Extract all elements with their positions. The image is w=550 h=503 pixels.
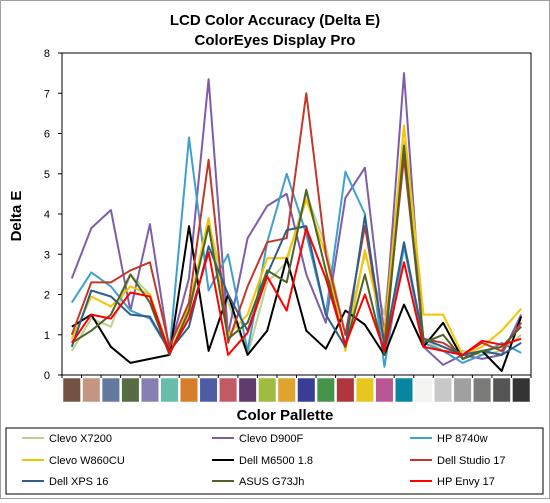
color-swatch — [375, 377, 394, 403]
legend: Clevo X7200 Clevo D900F HP 8740w Clevo W860… — [5, 427, 544, 495]
color-swatch — [82, 377, 101, 403]
color-swatch — [180, 377, 199, 403]
series-line — [70, 72, 523, 366]
series-line — [71, 144, 522, 360]
y-tick-label: 4 — [44, 209, 50, 221]
color-swatch — [316, 377, 335, 403]
color-swatch — [394, 377, 414, 403]
series-line — [70, 140, 522, 356]
color-swatch — [336, 377, 355, 403]
color-swatch — [355, 377, 374, 403]
color-swatch — [453, 377, 472, 403]
color-swatch — [101, 377, 120, 403]
legend-label: ASUS G73Jh — [239, 476, 304, 488]
y-tick-label: 3 — [44, 249, 50, 261]
y-tick-label: 1 — [44, 330, 50, 342]
color-swatch — [297, 377, 316, 403]
legend-label: Clevo D900F — [239, 433, 303, 445]
chart-title: LCD Color Accuracy (Delta E) — [170, 12, 380, 29]
color-swatch — [121, 377, 140, 403]
y-axis-title: Delta E — [8, 191, 25, 242]
series-line — [71, 225, 523, 372]
color-swatch — [140, 377, 159, 403]
color-swatch — [62, 377, 81, 403]
color-swatch — [434, 377, 453, 403]
color-swatch — [160, 377, 179, 403]
series-line — [70, 215, 522, 356]
legend-label: Dell XPS 16 — [49, 476, 108, 488]
y-tick-label: 2 — [44, 290, 50, 302]
color-swatch — [258, 377, 277, 403]
legend-label: Dell Studio 17 — [437, 455, 506, 467]
y-tick-label: 5 — [44, 169, 50, 181]
legend-label: Clevo W860CU — [49, 455, 125, 467]
y-tick-label: 8 — [44, 48, 50, 60]
color-swatch — [492, 377, 511, 403]
legend-label: Dell M6500 1.8 — [239, 455, 313, 467]
color-swatch — [199, 377, 218, 403]
color-swatch — [512, 377, 531, 403]
color-swatch — [238, 377, 257, 403]
series-line — [70, 227, 522, 356]
legend-box — [5, 427, 544, 495]
legend-label: Clevo X7200 — [49, 433, 112, 445]
color-swatch — [219, 377, 238, 403]
color-swatch — [277, 377, 296, 403]
color-swatch — [473, 377, 492, 403]
y-tick-label: 0 — [44, 370, 50, 382]
x-axis-title: Color Pallette — [237, 407, 334, 424]
legend-label: HP 8740w — [437, 433, 488, 445]
legend-label: HP Envy 17 — [437, 476, 495, 488]
chart-subtitle: ColorEyes Display Pro — [195, 32, 356, 49]
color-swatch — [414, 377, 433, 403]
y-tick-label: 7 — [44, 88, 50, 100]
plot-area: 0 1 2 3 4 5 6 7 8 — [44, 48, 532, 403]
y-tick-label: 6 — [44, 129, 50, 141]
series-line — [70, 92, 523, 356]
plot-border — [61, 52, 532, 376]
